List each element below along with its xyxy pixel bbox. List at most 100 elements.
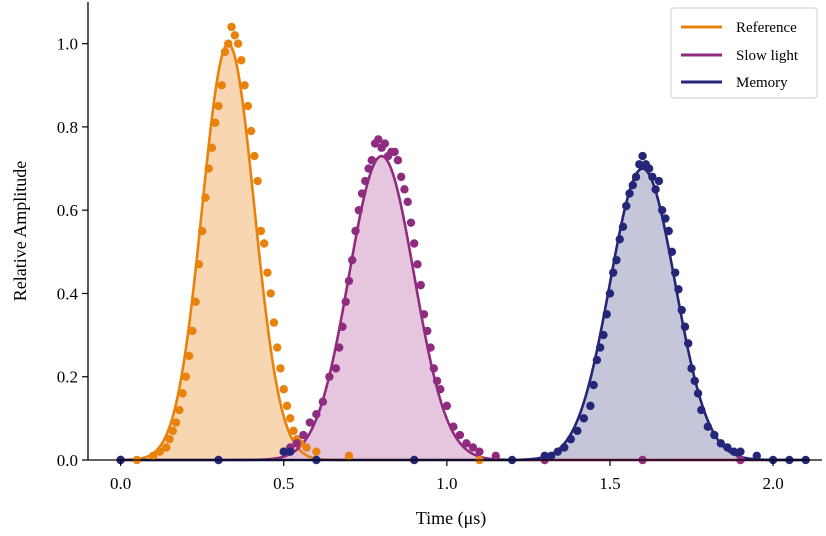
data-point-reference — [197, 226, 207, 236]
y-axis-ticks: 0.0 0.2 0.4 0.6 0.8 1.0 — [57, 35, 88, 470]
data-point-reference — [178, 389, 187, 398]
data-point-slow-light — [400, 185, 409, 194]
data-point-reference — [214, 101, 223, 111]
x-axis-label: Time (μs) — [416, 508, 487, 529]
data-point-reference — [266, 289, 275, 298]
y-axis-label: Relative Amplitude — [10, 161, 30, 301]
data-point-memory — [736, 447, 745, 456]
x-axis-ticks: 0.0 0.5 1.0 1.5 2.0 — [110, 460, 784, 493]
data-point-slow-light — [318, 397, 328, 406]
data-point-memory — [667, 247, 677, 257]
data-point-reference — [201, 193, 210, 202]
data-point-slow-light — [403, 197, 412, 207]
data-point-memory — [657, 205, 667, 215]
data-point-reference — [165, 434, 174, 444]
data-point-memory — [638, 151, 647, 161]
data-point-memory — [723, 443, 732, 452]
data-point-reference — [224, 39, 233, 48]
data-point-slow-light — [462, 439, 471, 448]
data-point-memory — [631, 172, 641, 182]
data-point-slow-light — [361, 176, 370, 186]
y-tick-label: 0.4 — [57, 284, 79, 303]
data-point-slow-light — [357, 189, 367, 198]
legend-box — [670, 7, 818, 99]
data-point-slow-light — [416, 280, 425, 290]
data-point-slow-light — [468, 443, 478, 452]
data-point-memory — [752, 451, 761, 461]
data-point-memory — [573, 426, 582, 436]
data-point-reference — [250, 151, 259, 161]
data-point-memory — [693, 389, 703, 398]
data-point-reference — [253, 176, 262, 186]
data-point-memory — [589, 380, 598, 390]
data-point-reference — [211, 118, 220, 127]
data-point-memory — [716, 439, 726, 448]
data-point-memory — [579, 414, 589, 423]
y-tick-label: 0.6 — [57, 201, 78, 220]
data-point-reference — [194, 260, 204, 269]
data-point-memory — [687, 364, 696, 373]
data-point-reference — [269, 318, 279, 327]
data-point-reference — [263, 268, 272, 277]
data-point-slow-light — [410, 239, 419, 248]
data-point-slow-light — [354, 205, 363, 215]
data-point-reference — [149, 451, 158, 461]
data-point-memory — [703, 422, 713, 431]
data-point-memory — [605, 289, 615, 298]
data-points — [116, 22, 810, 465]
data-point-reference — [184, 351, 194, 361]
data-point-slow-light — [426, 343, 435, 352]
data-point-reference — [243, 101, 253, 111]
fill-areas — [120, 43, 806, 461]
data-point-reference — [171, 418, 181, 427]
data-point-memory — [618, 222, 628, 232]
data-point-slow-light — [429, 364, 438, 373]
data-point-memory — [609, 268, 618, 277]
data-point-slow-light — [348, 255, 357, 265]
data-point-reference — [259, 239, 269, 248]
x-tick-label: 2.0 — [762, 474, 783, 493]
data-point-slow-light — [432, 376, 442, 386]
data-point-reference — [240, 81, 249, 90]
data-point-memory — [279, 447, 288, 456]
data-point-reference — [191, 297, 200, 306]
data-point-memory — [547, 451, 556, 461]
data-point-memory — [697, 405, 706, 415]
data-point-memory — [680, 322, 690, 331]
data-point-slow-light — [419, 310, 429, 319]
data-point-memory — [625, 189, 634, 198]
data-point-reference — [256, 226, 266, 236]
data-point-slow-light — [305, 418, 315, 427]
data-point-memory — [602, 310, 611, 319]
data-point-slow-light — [442, 401, 452, 411]
data-point-memory — [540, 451, 549, 461]
data-point-memory — [286, 447, 295, 456]
data-point-reference — [230, 31, 239, 40]
data-point-memory — [729, 447, 739, 456]
data-point-memory — [661, 214, 670, 223]
data-point-slow-light — [364, 164, 373, 173]
data-point-reference — [312, 447, 321, 456]
data-point-slow-light — [341, 297, 350, 306]
data-point-memory — [560, 443, 569, 452]
data-point-slow-light — [423, 326, 432, 336]
data-point-memory — [599, 330, 608, 340]
data-point-slow-light — [393, 156, 403, 165]
data-point-reference — [279, 385, 288, 394]
data-point-memory — [592, 355, 602, 365]
data-point-slow-light — [449, 422, 458, 431]
data-point-memory — [628, 181, 637, 190]
legend-label-memory: Memory — [736, 75, 788, 91]
data-point-slow-light — [325, 372, 334, 381]
data-point-reference — [207, 143, 217, 152]
data-point-slow-light — [338, 322, 347, 331]
data-point-reference — [233, 39, 243, 48]
data-point-memory — [586, 401, 595, 411]
data-point-reference — [217, 81, 226, 90]
data-point-memory — [615, 235, 624, 244]
fill-memory — [120, 168, 806, 461]
data-point-memory — [553, 447, 562, 456]
data-point-reference — [204, 164, 213, 173]
data-point-memory — [671, 268, 680, 277]
data-point-memory — [651, 185, 660, 194]
